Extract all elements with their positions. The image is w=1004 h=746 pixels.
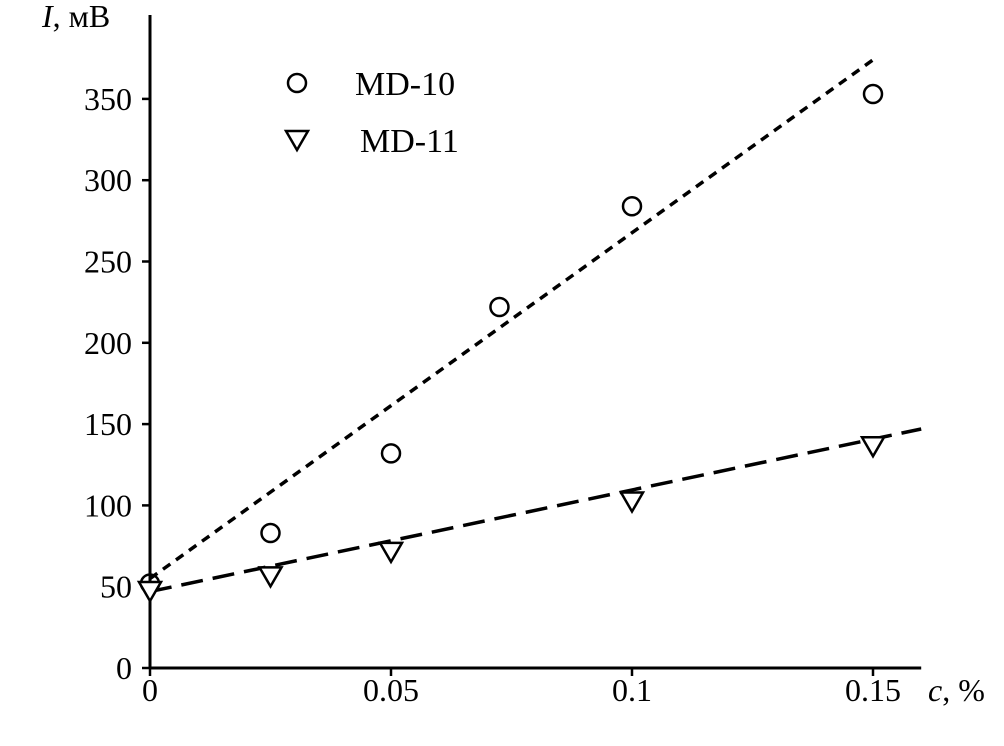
point-md-11 (136, 580, 164, 604)
axes: 0 50 100 150 200 250 300 350 0 0.05 0.1 0.15 (84, 15, 922, 708)
point-md-10 (621, 195, 643, 217)
legend-label-md-11: MD-11 (360, 123, 459, 160)
y-tick-label: 50 (100, 569, 132, 605)
point-md-10 (260, 522, 281, 544)
x-axis-label: c, % (928, 672, 985, 708)
x-tick-label: 0.05 (363, 672, 419, 708)
y-tick-label: 0 (116, 650, 132, 686)
data-points (136, 83, 887, 604)
y-tick-label: 350 (84, 81, 132, 117)
fit-lines (148, 58, 922, 594)
fit-line-md-11 (149, 427, 922, 594)
y-tick-label: 200 (84, 325, 132, 361)
y-axis-label: I, мВ (41, 0, 110, 34)
y-tick-label: 150 (84, 406, 132, 442)
y-tick-label: 300 (84, 162, 132, 198)
point-md-11 (618, 491, 646, 515)
point-md-11 (859, 435, 887, 459)
legend-marker-md-10 (286, 72, 308, 94)
x-tick-label: 0 (142, 672, 158, 708)
fit-line-md-10 (148, 58, 875, 580)
point-md-11 (377, 541, 405, 565)
x-tick-label: 0.15 (845, 672, 901, 708)
point-md-10 (380, 443, 402, 464)
legend-label-md-10: MD-10 (355, 66, 455, 103)
y-tick-label: 250 (84, 244, 132, 280)
legend: MD-10 MD-11 (283, 66, 459, 160)
point-md-10 (489, 296, 510, 318)
y-tick-label: 100 (84, 487, 132, 523)
point-md-11 (257, 566, 284, 589)
legend-marker-md-11 (283, 129, 311, 153)
x-tick-label: 0.1 (612, 672, 652, 708)
point-md-10 (862, 83, 884, 105)
